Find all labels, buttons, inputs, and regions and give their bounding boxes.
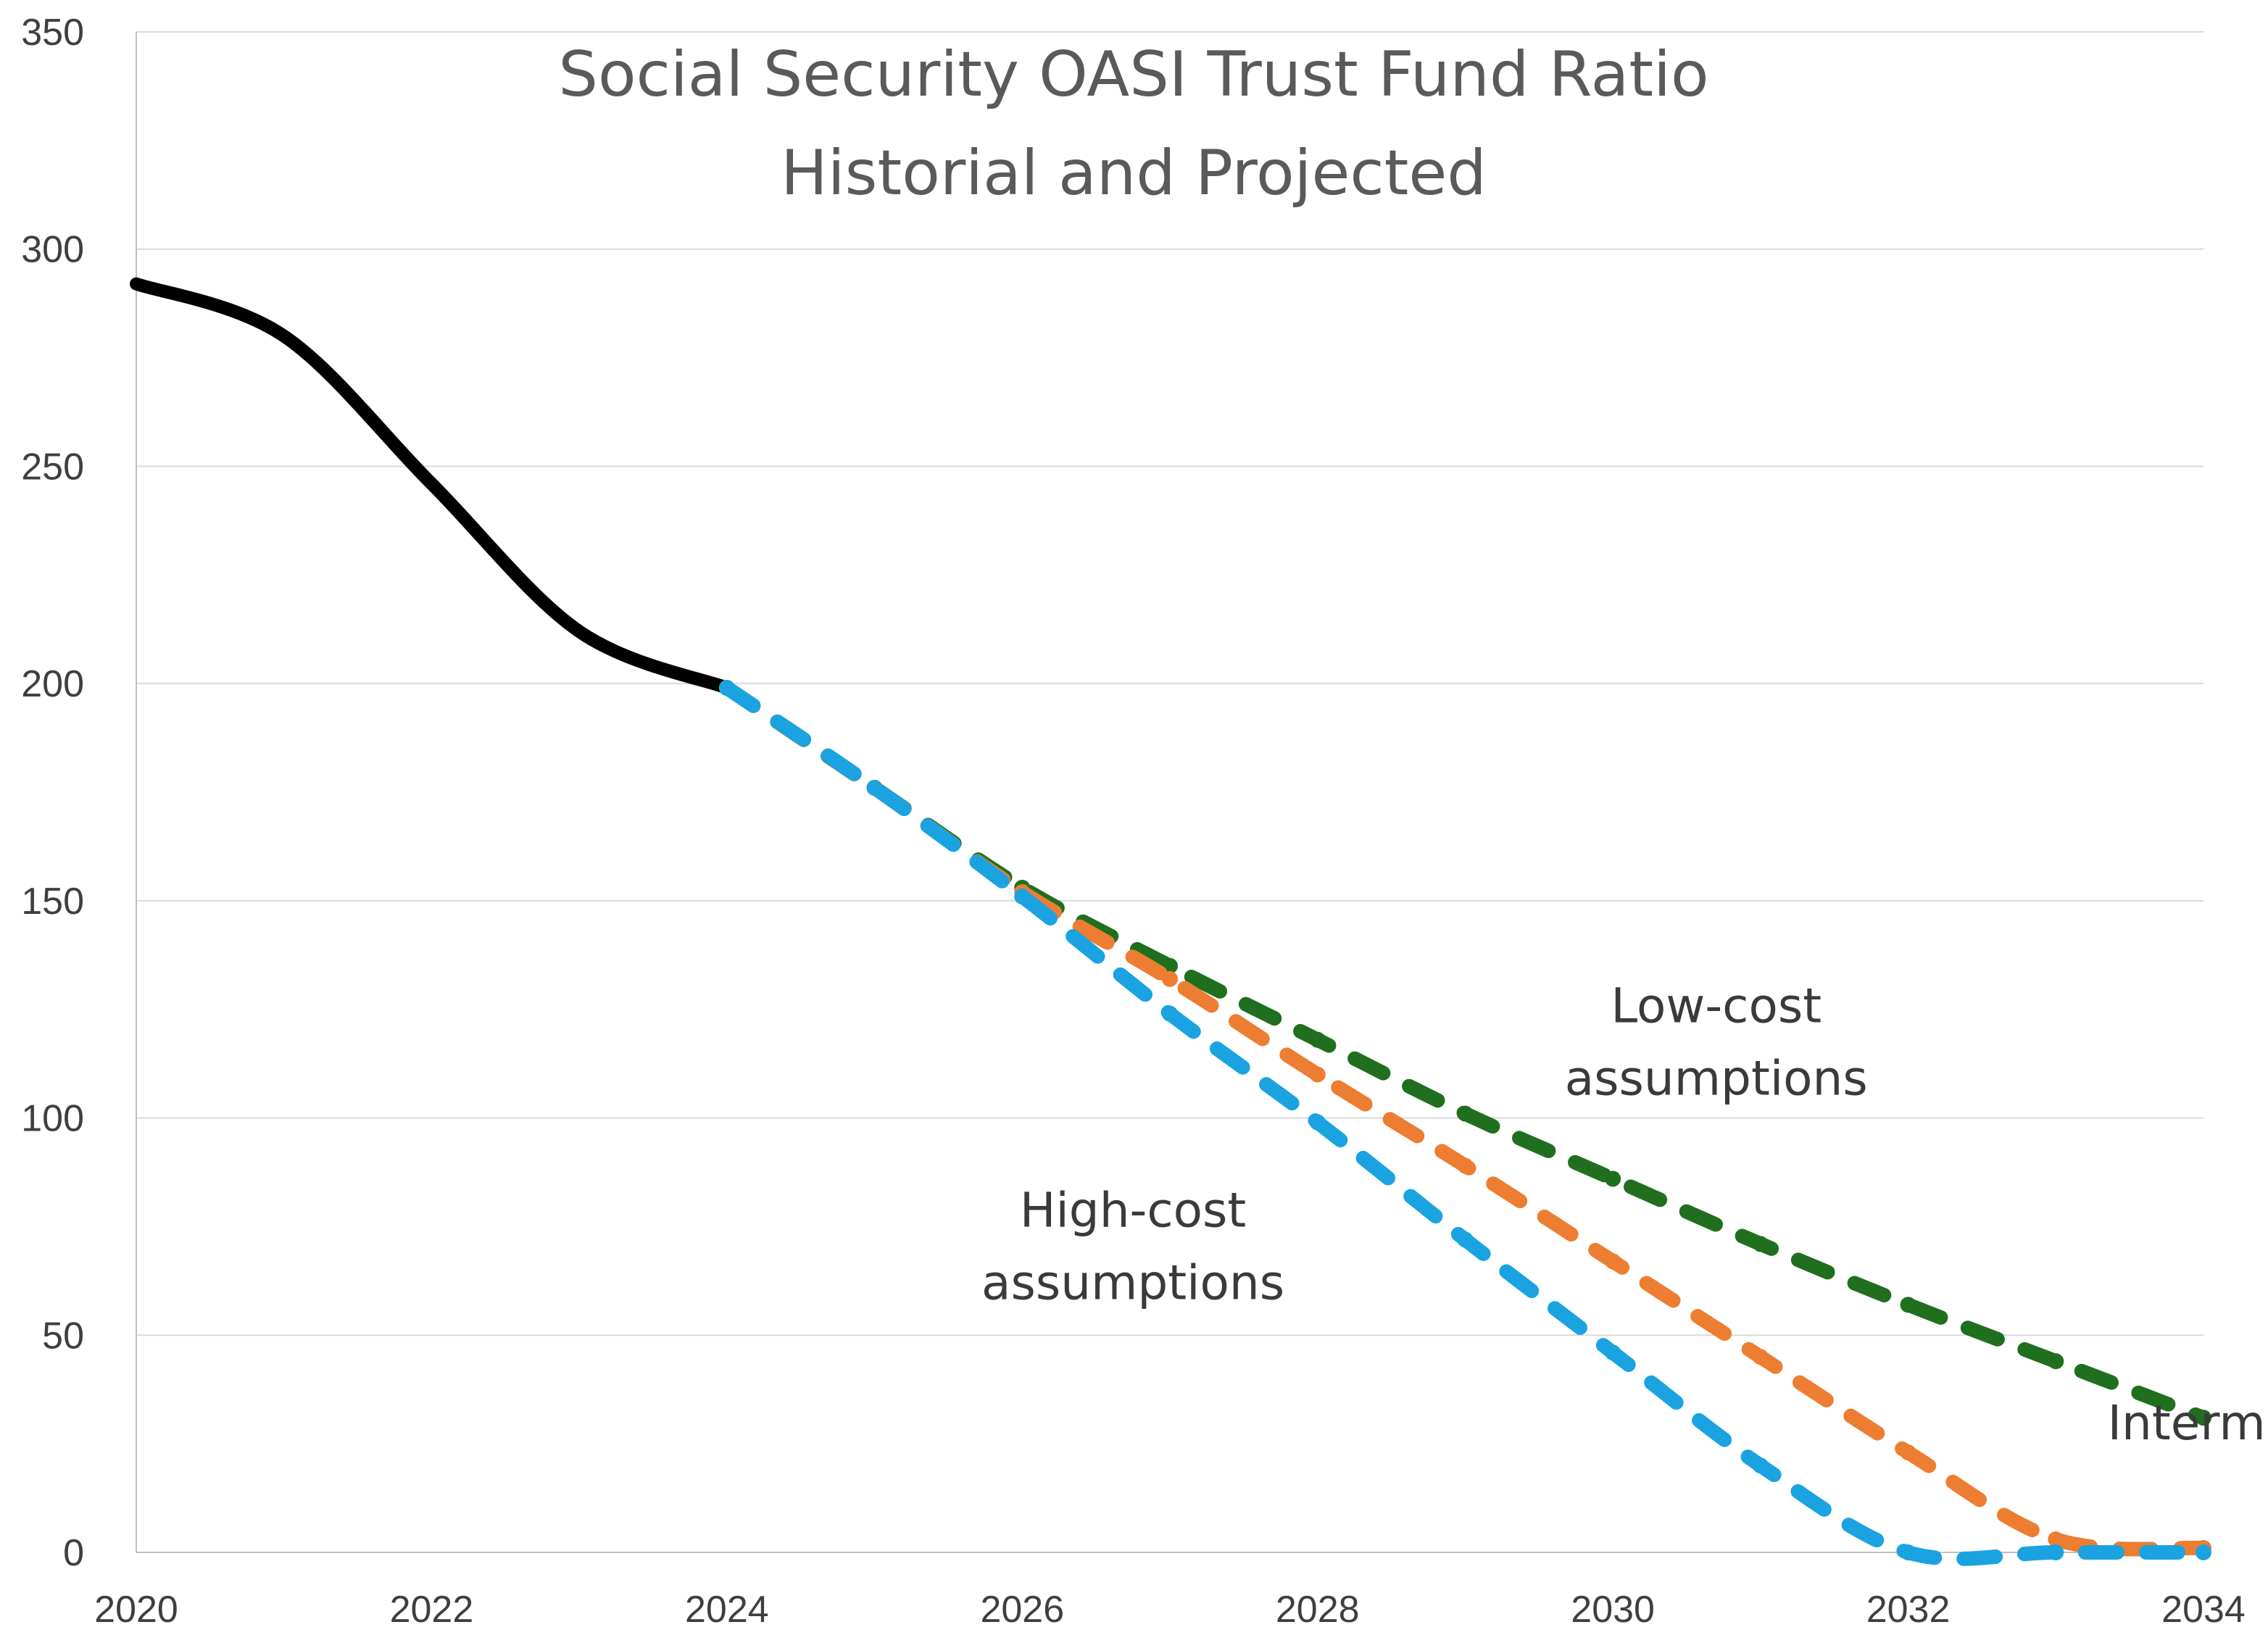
series-3-point-6 <box>1605 1344 1621 1361</box>
series-2-point-7 <box>1752 1349 1769 1365</box>
series-1-point-6 <box>1605 1170 1621 1187</box>
series-1-point-9 <box>2048 1353 2064 1370</box>
y-tick-label-200: 200 <box>21 663 84 705</box>
chart-title: Social Security OASI Trust Fund Ratio <box>558 38 1708 111</box>
series-3-point-9 <box>2048 1544 2064 1560</box>
series-lines <box>130 277 2211 1566</box>
x-tick-label-2024: 2024 <box>685 1589 769 1631</box>
x-tick-label-2028: 2028 <box>1276 1589 1360 1631</box>
series-2-point-8 <box>1900 1444 1916 1461</box>
x-axis-tick-labels: 2020 2022 2024 2026 2028 2030 2032 2034 <box>94 1589 2246 1631</box>
series-2-point-9 <box>2048 1531 2064 1548</box>
series-1-point-4 <box>1309 1031 1326 1048</box>
chart-title-block: Social Security OASI Trust Fund Ratio Hi… <box>558 38 1708 209</box>
y-tick-label-350: 350 <box>21 12 84 54</box>
x-tick-label-2020: 2020 <box>94 1589 178 1631</box>
series-2-point-3 <box>1162 970 1178 987</box>
x-tick-label-2034: 2034 <box>2161 1589 2246 1631</box>
annotation-0-line-0: Low-cost <box>1611 978 1822 1034</box>
y-tick-label-300: 300 <box>21 229 84 271</box>
series-3-point-8 <box>1900 1544 1916 1560</box>
y-axis-tick-labels: 0 50 100 150 200 250 300 350 <box>21 12 84 1574</box>
series-line-0 <box>130 277 734 695</box>
y-tick-label-150: 150 <box>21 881 84 923</box>
x-tick-label-2032: 2032 <box>1866 1589 1951 1631</box>
series-2-point-6 <box>1605 1253 1621 1270</box>
x-tick-label-2030: 2030 <box>1571 1589 1655 1631</box>
series-1-point-5 <box>1457 1105 1474 1122</box>
chart-subtitle: Historial and Projected <box>781 137 1487 209</box>
annotation-2-line-0: Intermediate <box>2108 1395 2268 1451</box>
series-3-point-7 <box>1752 1457 1769 1474</box>
series-3-point-4 <box>1309 1114 1326 1131</box>
series-3-point-0 <box>718 680 735 696</box>
x-tick-label-2026: 2026 <box>980 1589 1064 1631</box>
series-1-point-10 <box>2196 1410 2211 1426</box>
annotation-1: High-cost assumptions <box>981 1182 1284 1310</box>
series-1-point-8 <box>1900 1297 1916 1313</box>
y-tick-label-0: 0 <box>63 1532 84 1574</box>
series-2-point-5 <box>1457 1157 1474 1174</box>
annotation-1-line-0: High-cost <box>1020 1182 1246 1238</box>
annotation-0: Low-cost assumptions <box>1565 978 1868 1107</box>
y-tick-label-100: 100 <box>21 1098 84 1140</box>
annotation-2: Intermediate <box>2108 1395 2268 1451</box>
series-2-point-4 <box>1309 1066 1326 1083</box>
series-3-point-3 <box>1162 1005 1178 1022</box>
series-line-1 <box>719 681 2211 1426</box>
series-3-point-1 <box>866 780 883 796</box>
series-3-point-2 <box>1014 888 1031 904</box>
x-tick-label-2022: 2022 <box>390 1589 474 1631</box>
annotation-0-line-1: assumptions <box>1565 1051 1868 1107</box>
y-tick-label-50: 50 <box>42 1315 84 1357</box>
annotations: Low-cost assumptions High-cost assumptions I… <box>981 978 2268 1451</box>
series-3-point-10 <box>2196 1544 2211 1560</box>
annotation-1-line-1: assumptions <box>981 1255 1284 1310</box>
series-3-point-5 <box>1457 1231 1474 1248</box>
y-tick-label-250: 250 <box>21 446 84 488</box>
gridlines <box>136 31 2203 1336</box>
series-1-point-7 <box>1752 1236 1769 1252</box>
